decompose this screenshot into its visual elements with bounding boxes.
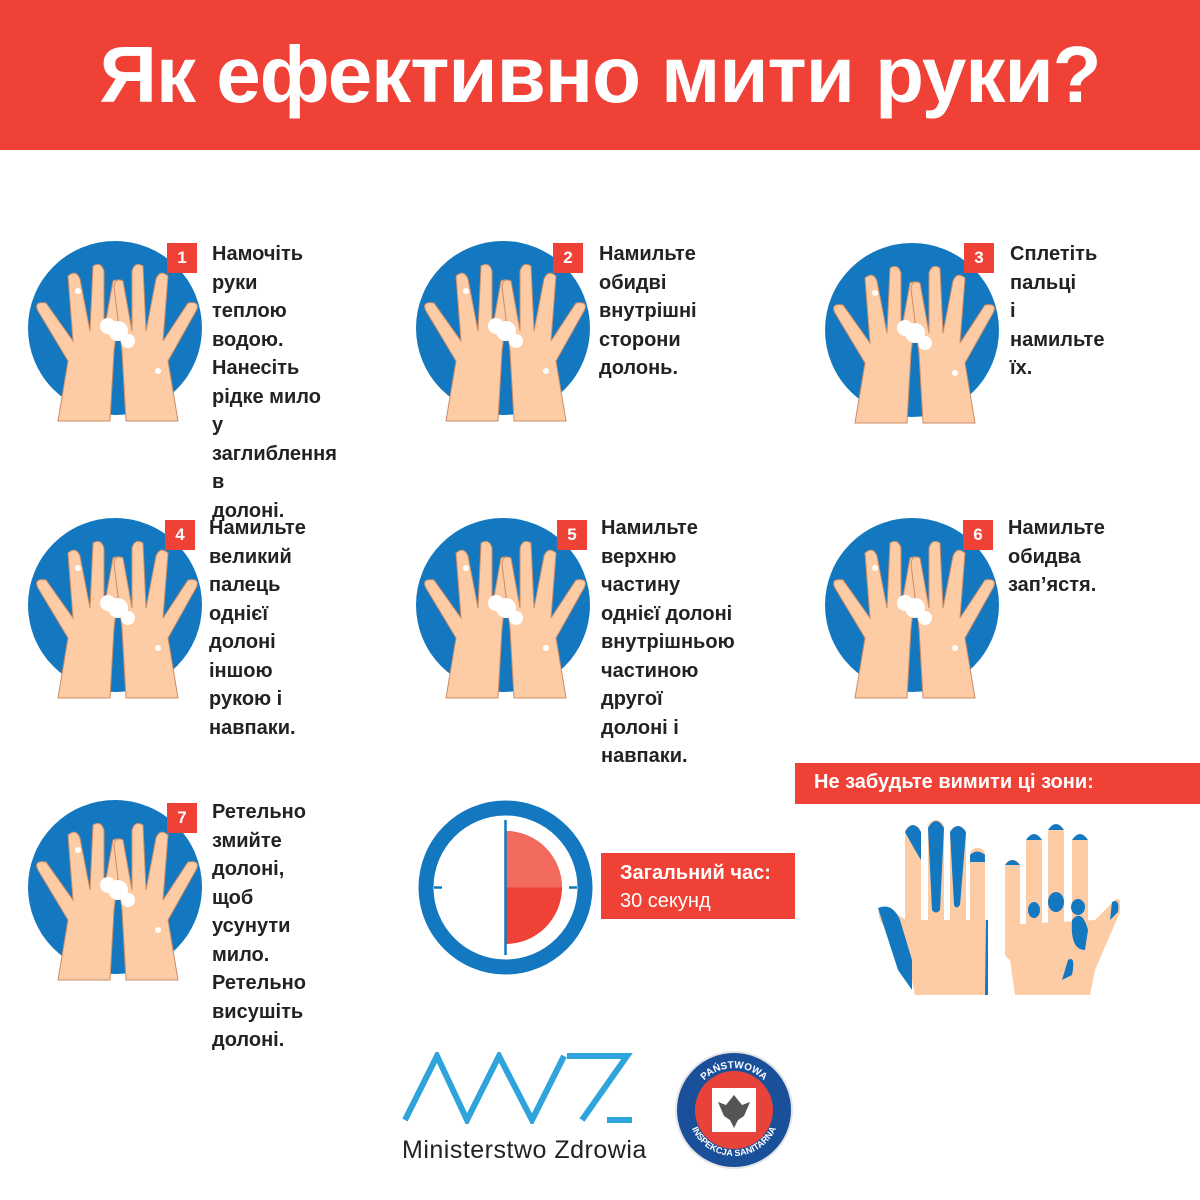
hand-palm <box>1005 824 1120 995</box>
hand-zones-illustration <box>878 820 1120 995</box>
hand-back <box>878 820 988 995</box>
timer-clock-icon <box>418 800 593 975</box>
step-instruction: Намильте обидва зап’ястя. <box>1008 517 1105 596</box>
step-number-badge: 7 <box>167 803 197 833</box>
step-number-badge: 4 <box>165 520 195 550</box>
total-time-box: Загальний час: 30 секунд <box>601 853 795 919</box>
step-number-badge: 6 <box>963 520 993 550</box>
total-time-value: 30 секунд <box>620 890 711 912</box>
step-number-badge: 2 <box>553 243 583 273</box>
step-instruction: Ретельно змийте долоні, щоб усунути мило… <box>212 801 306 1051</box>
page-title: Як ефективно мити руки? <box>99 30 1101 119</box>
total-time-label: Загальний час: <box>620 862 771 884</box>
step-number-badge: 5 <box>557 520 587 550</box>
ministry-logo-text: Ministerstwo Zdrowia <box>402 1136 647 1164</box>
reminder-label: Не забудьте вимити ці зони: <box>814 771 1094 793</box>
step-number-badge: 1 <box>167 243 197 273</box>
step-instruction: Сплетіть пальці і намильте їх. <box>1010 243 1105 379</box>
step-instruction: Намильте обидві внутрішні сторони долонь… <box>599 243 697 379</box>
step-instruction: Намильте великий палець однієї долоні ін… <box>209 517 306 739</box>
step-instruction: Намочіть руки теплою водою. Нанесіть рід… <box>212 243 337 522</box>
reminder-banner: Не забудьте вимити ці зони: <box>795 763 1200 804</box>
header-banner: Як ефективно мити руки? <box>0 0 1200 150</box>
sanitary-inspection-seal: PAŃSTWOWA INSPEKCJA SANITARNA <box>675 1051 793 1169</box>
ministry-logo <box>402 1052 633 1124</box>
step-instruction: Намильте верхню частину однієї долоні вн… <box>601 517 735 767</box>
eagle-emblem-icon <box>718 1095 750 1128</box>
step-number-badge: 3 <box>964 243 994 273</box>
